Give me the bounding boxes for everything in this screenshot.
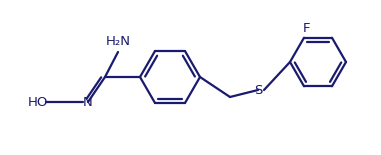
Text: S: S <box>254 84 262 97</box>
Text: N: N <box>83 95 93 108</box>
Text: HO: HO <box>28 95 48 108</box>
Text: F: F <box>302 22 310 35</box>
Text: H₂N: H₂N <box>106 35 131 48</box>
